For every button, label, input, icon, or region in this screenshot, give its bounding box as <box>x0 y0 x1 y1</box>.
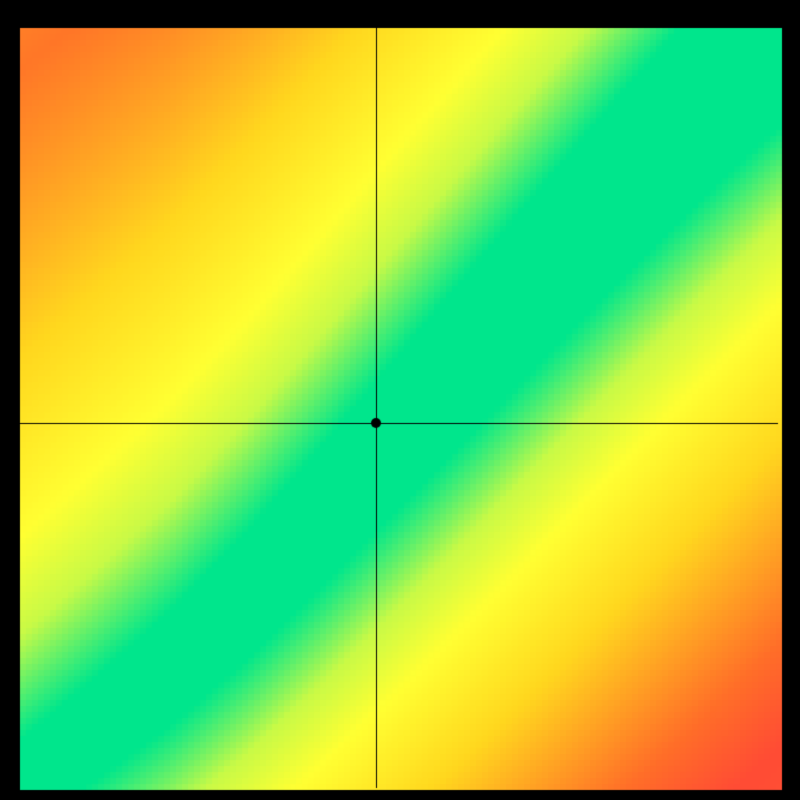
watermark-text: TheBottleneck.com <box>568 2 780 29</box>
chart-container: TheBottleneck.com <box>0 0 800 800</box>
bottleneck-gradient-heatmap <box>0 0 800 800</box>
